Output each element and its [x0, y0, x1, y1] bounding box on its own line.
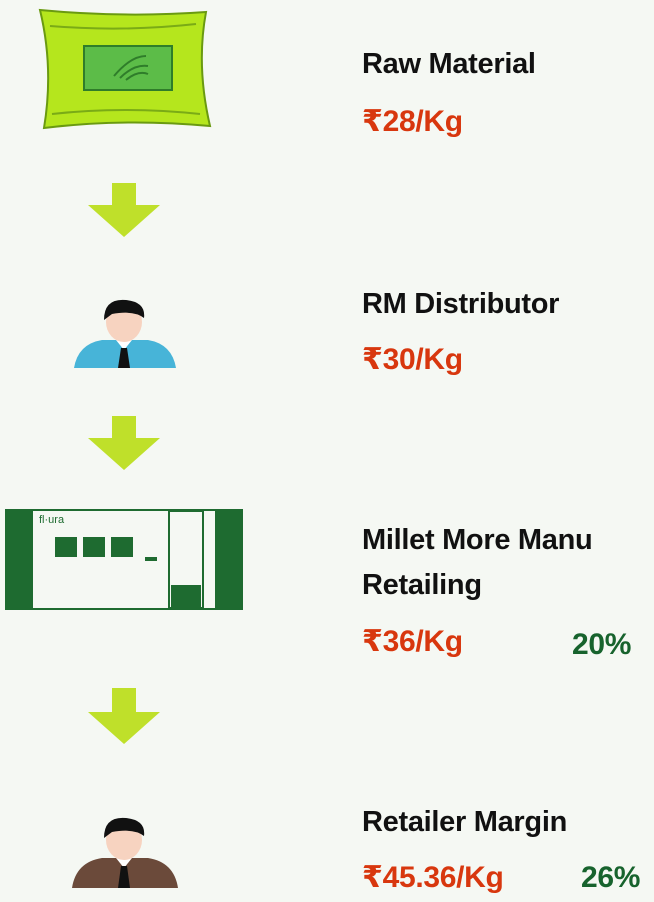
step-title: RM Distributor [362, 287, 559, 321]
step-title: Retailing [362, 568, 482, 602]
svg-text:fl·ura: fl·ura [39, 514, 65, 526]
price: ₹45.36/Kg [362, 861, 504, 895]
person-icon [72, 294, 178, 370]
step-title: Retailer Margin [362, 805, 567, 839]
arrow-down [86, 688, 162, 746]
step-title: Millet More Manu [362, 523, 592, 557]
price: ₹36/Kg [362, 625, 463, 659]
price: ₹30/Kg [362, 343, 463, 377]
step-title: Raw Material [362, 47, 536, 81]
percent: 26% [581, 861, 640, 895]
person-icon [70, 810, 180, 890]
price: ₹28/Kg [362, 105, 463, 139]
percent: 20% [572, 628, 631, 662]
bag-icon [36, 6, 214, 134]
machine-icon: fl·ura [5, 509, 243, 610]
arrow-down [86, 416, 162, 472]
arrow-down [86, 183, 162, 239]
page: fl·ura Raw Material ₹28/Kg RM Distributo… [0, 0, 654, 902]
